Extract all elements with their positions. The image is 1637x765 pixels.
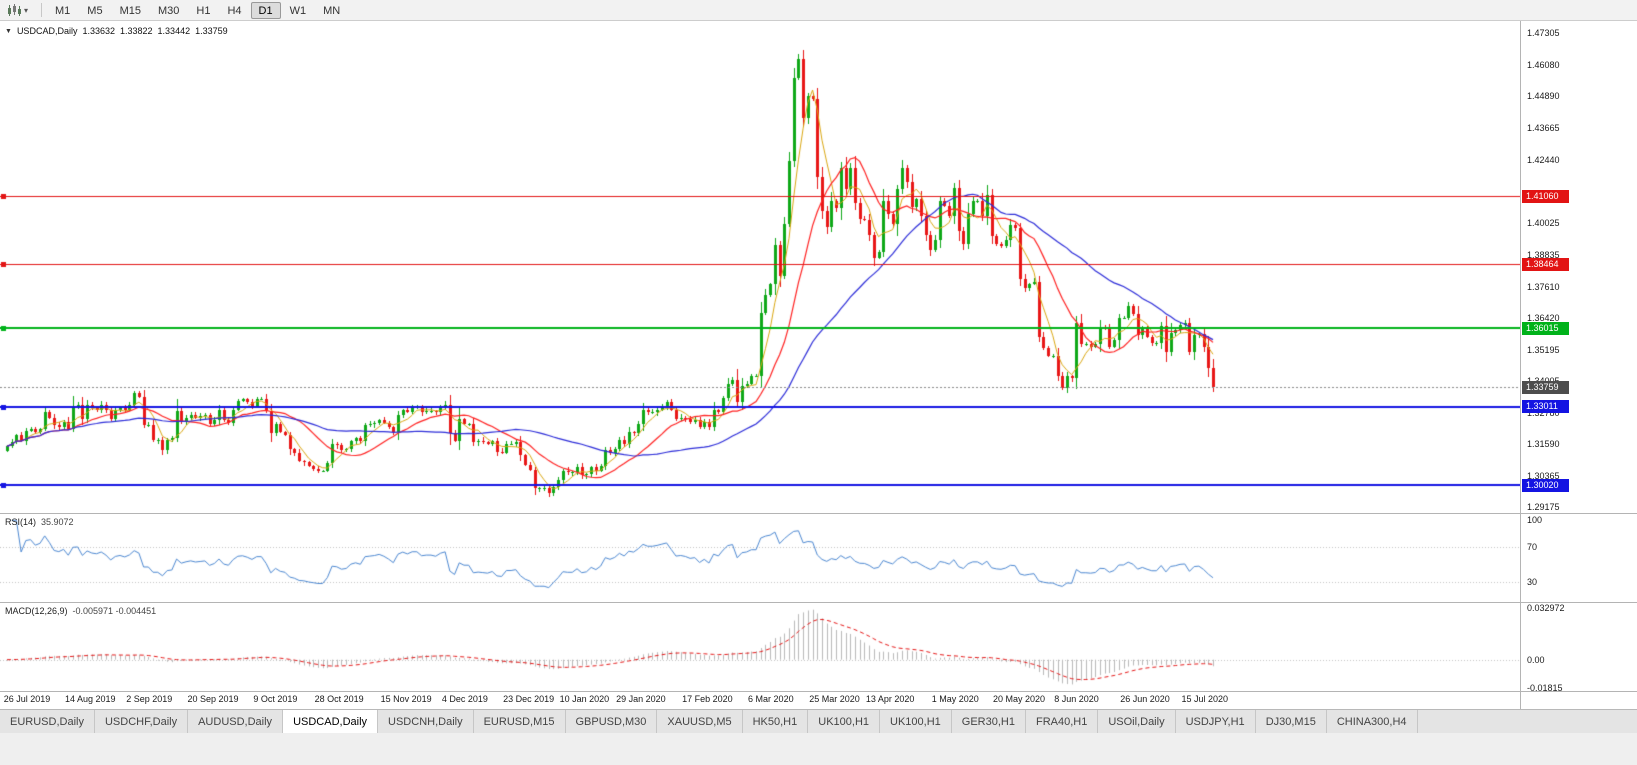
time-scale-label: 14 Aug 2019 xyxy=(64,694,116,704)
price-scale-label: 1.31590 xyxy=(1527,438,1560,449)
price-scale-label: 1.43665 xyxy=(1527,123,1560,134)
timeframe-buttons: M1 M5 M15 M30 H1 H4 D1 W1 MN xyxy=(47,1,348,19)
price-scale-label: 1.36420 xyxy=(1527,312,1560,323)
chart-tab-usdchf-daily[interactable]: USDCHF,Daily xyxy=(95,710,189,733)
time-scale-label: 1 May 2020 xyxy=(931,694,979,704)
chart-tab-hk50-h1[interactable]: HK50,H1 xyxy=(743,710,809,733)
timeframe-button-m5[interactable]: M5 xyxy=(87,4,103,17)
panel-splitter[interactable] xyxy=(0,691,1637,692)
time-scale-label: 23 Dec 2019 xyxy=(503,694,555,704)
macd-scale-label: 0.032972 xyxy=(1527,603,1565,614)
price-scale-label: 1.29175 xyxy=(1527,502,1560,513)
time-scale-label: 6 Mar 2020 xyxy=(748,694,794,704)
macd-scale-label: -0.01815 xyxy=(1527,682,1563,693)
price-chart-canvas[interactable] xyxy=(0,21,1520,710)
ohlc-open-value: 1.33632 xyxy=(82,26,115,36)
hline-price-badge: 1.30020 xyxy=(1522,478,1569,492)
chart-tab-eurusd-daily[interactable]: EURUSD,Daily xyxy=(0,710,95,733)
price-scale-label: 1.40025 xyxy=(1527,218,1560,229)
price-scale-label: 1.47305 xyxy=(1527,28,1560,39)
time-scale-label: 15 Nov 2019 xyxy=(380,694,432,704)
time-scale-label: 26 Jul 2019 xyxy=(3,694,51,704)
price-scale-label: 1.44890 xyxy=(1527,91,1560,102)
time-scale-label: 28 Oct 2019 xyxy=(314,694,364,704)
chart-tab-audusd-daily[interactable]: AUDUSD,Daily xyxy=(188,710,284,733)
rsi-scale-label: 30 xyxy=(1527,577,1538,588)
chart-tab-eurusd-m15[interactable]: EURUSD,M15 xyxy=(474,710,566,733)
macd-indicator-name: MACD(12,26,9) xyxy=(5,606,68,616)
chart-tab-uk100-h1[interactable]: UK100,H1 xyxy=(808,710,881,733)
time-scale-label: 29 Jan 2020 xyxy=(616,694,666,704)
panel-splitter[interactable] xyxy=(0,513,1637,514)
ohlc-high-value: 1.33822 xyxy=(120,26,153,36)
time-scale-label: 9 Oct 2019 xyxy=(253,694,298,704)
macd-indicator-values: -0.005971 -0.004451 xyxy=(72,606,157,616)
chart-tab-usdjpy-h1[interactable]: USDJPY,H1 xyxy=(1176,710,1256,733)
timeframe-button-d1[interactable]: D1 xyxy=(250,1,281,19)
hline-price-badge: 1.36015 xyxy=(1522,321,1569,335)
timeframe-button-mn[interactable]: MN xyxy=(323,4,341,17)
time-scale-label: 8 Jun 2020 xyxy=(1054,694,1099,704)
hline-price-badge: 1.38464 xyxy=(1522,257,1569,271)
chart-tab-ger30-h1[interactable]: GER30,H1 xyxy=(952,710,1026,733)
status-bar-area xyxy=(0,733,1637,765)
price-scale-label: 1.37610 xyxy=(1527,281,1560,292)
timeframe-button-m30[interactable]: M30 xyxy=(157,4,180,17)
chart-tab-xauusd-m5[interactable]: XAUUSD,M5 xyxy=(657,710,743,733)
time-scale-label: 20 Sep 2019 xyxy=(187,694,239,704)
time-scale-label: 15 Jul 2020 xyxy=(1181,694,1228,704)
timeframe-button-w1[interactable]: W1 xyxy=(289,4,307,17)
ohlc-close-value: 1.33759 xyxy=(195,26,228,36)
time-axis[interactable]: 26 Jul 2019 14 Aug 2019 2 Sep 2019 20 Sep 2… xyxy=(0,692,1520,709)
chart-tabs-bar: EURUSD,Daily USDCHF,Daily AUDUSD,Daily USDC… xyxy=(0,709,1637,733)
time-scale-label: 26 Jun 2020 xyxy=(1120,694,1170,704)
chart-tab-china300-h4[interactable]: CHINA300,H4 xyxy=(1327,710,1418,733)
price-scale-label: 1.38835 xyxy=(1527,249,1560,260)
timeframe-toolbar: ▾ M1 M5 M15 M30 H1 H4 D1 W1 MN xyxy=(0,0,1637,21)
chart-tab-usdcad-daily[interactable]: USDCAD,Daily xyxy=(283,710,379,733)
time-scale-label: 25 Mar 2020 xyxy=(809,694,860,704)
time-scale-label: 2 Sep 2019 xyxy=(126,694,173,704)
rsi-indicator-label: RSI(14) 35.9072 xyxy=(5,517,74,527)
time-scale-label: 4 Dec 2019 xyxy=(441,694,488,704)
toolbar-separator xyxy=(41,3,42,17)
timeframe-button-m1[interactable]: M1 xyxy=(55,4,71,17)
chart-tab-usoil-daily[interactable]: USOil,Daily xyxy=(1098,710,1176,733)
chart-tab-dj30-m15[interactable]: DJ30,M15 xyxy=(1256,710,1327,733)
chart-tab-uk100-h1[interactable]: UK100,H1 xyxy=(880,710,952,733)
rsi-scale-label: 100 xyxy=(1527,515,1543,526)
time-scale-label: 13 Apr 2020 xyxy=(865,694,915,704)
macd-scale-label: 0.00 xyxy=(1527,654,1545,665)
panel-splitter[interactable] xyxy=(0,602,1637,603)
price-scale-label: 1.30365 xyxy=(1527,471,1560,481)
time-scale-label: 17 Feb 2020 xyxy=(682,694,733,704)
chart-tab-gbpusd-m30[interactable]: GBPUSD,M30 xyxy=(566,710,658,733)
chart-tab-fra40-h1[interactable]: FRA40,H1 xyxy=(1026,710,1099,733)
rsi-indicator-value: 35.9072 xyxy=(41,517,74,527)
price-axis[interactable]: 1.47305 1.46080 1.44890 1.43665 1.42440 1.400… xyxy=(1521,21,1637,709)
time-scale-label: 20 May 2020 xyxy=(993,694,1046,704)
macd-indicator-label: MACD(12,26,9) -0.005971 -0.004451 xyxy=(5,606,156,616)
rsi-indicator-name: RSI(14) xyxy=(5,517,37,527)
price-axis-border xyxy=(1520,21,1521,709)
rsi-scale-label: 70 xyxy=(1527,541,1538,552)
bid-price-badge: 1.33759 xyxy=(1522,380,1569,394)
hline-price-badge: 1.41060 xyxy=(1522,189,1569,203)
candlestick-chart-icon[interactable] xyxy=(4,1,24,19)
timeframe-button-m15[interactable]: M15 xyxy=(119,4,141,17)
price-scale-label: 1.42440 xyxy=(1527,155,1560,166)
chart-tab-usdcnh-daily[interactable]: USDCNH,Daily xyxy=(378,710,474,733)
time-scale-label: 10 Jan 2020 xyxy=(559,694,610,704)
chart-marker-icon: ▼ xyxy=(5,28,12,35)
chevron-down-icon[interactable]: ▾ xyxy=(24,5,29,15)
hline-price-badge: 1.33011 xyxy=(1522,400,1569,414)
ohlc-low-value: 1.33442 xyxy=(157,26,191,36)
chart-symbol-label: USDCAD,Daily xyxy=(16,26,78,36)
chart-title: ▼ USDCAD,Daily 1.33632 1.33822 1.33442 1… xyxy=(5,26,228,37)
price-scale-label: 1.46080 xyxy=(1527,60,1560,71)
timeframe-button-h1[interactable]: H1 xyxy=(196,4,211,17)
timeframe-button-h4[interactable]: H4 xyxy=(227,4,242,17)
price-scale-label: 1.35195 xyxy=(1527,344,1560,355)
